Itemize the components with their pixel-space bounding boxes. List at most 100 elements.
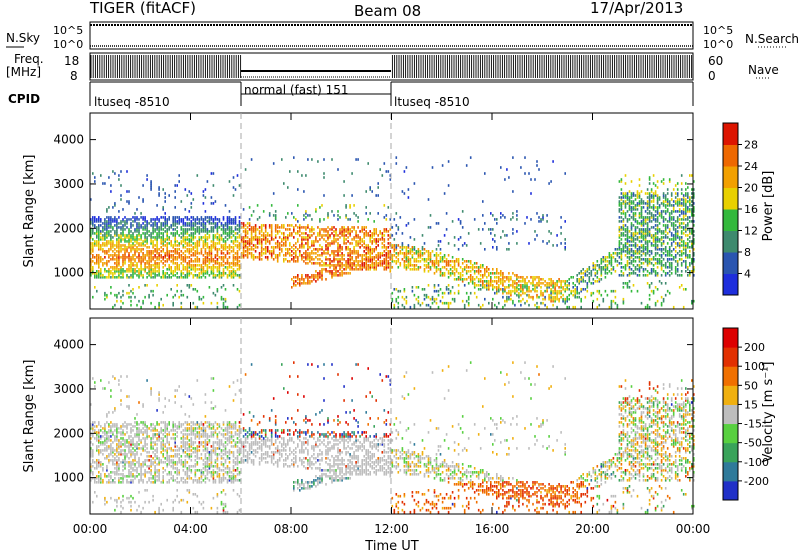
power-echo-cell xyxy=(644,242,647,245)
velocity-echo-cell xyxy=(98,441,100,444)
power-echo-cell xyxy=(144,254,146,257)
power-echo-cell xyxy=(148,293,150,297)
power-echo-cell xyxy=(642,262,645,265)
power-echo-cell xyxy=(664,198,667,201)
power-echo-cell xyxy=(327,246,329,249)
power-echo-cell xyxy=(447,262,450,265)
power-echo-cell xyxy=(244,224,247,227)
power-echo-cell xyxy=(514,288,516,291)
power-echo-cell xyxy=(220,252,223,255)
power-echo-cell xyxy=(254,256,257,259)
power-echo-cell xyxy=(309,252,311,255)
power-echo-cell xyxy=(666,210,669,213)
power-echo-cell xyxy=(218,238,221,241)
power-echo-cell xyxy=(668,204,671,207)
power-echo-cell xyxy=(441,291,444,295)
power-echo-cell xyxy=(678,238,681,241)
power-echo-cell xyxy=(339,258,341,261)
power-echo-cell xyxy=(624,282,627,285)
power-echo-cell xyxy=(180,262,183,265)
power-echo-cell xyxy=(289,254,291,257)
power-echo-cell xyxy=(682,288,685,291)
power-echo-cell xyxy=(357,260,359,263)
power-echo-cell xyxy=(568,297,570,301)
power-echo-cell xyxy=(520,303,522,307)
power-echo-cell xyxy=(98,266,100,269)
power-echo-cell xyxy=(668,258,671,261)
velocity-echo-cell xyxy=(92,423,94,426)
power-echo-cell xyxy=(140,305,142,309)
power-echo-cell xyxy=(389,244,392,247)
power-echo-cell xyxy=(676,202,679,205)
power-echo-cell xyxy=(351,242,353,245)
power-echo-cell xyxy=(138,226,140,229)
power-echo-cell xyxy=(305,174,307,177)
power-echo-cell xyxy=(397,289,400,293)
power-echo-cell xyxy=(148,234,150,237)
power-echo-cell xyxy=(662,182,665,185)
power-echo-cell xyxy=(664,282,667,285)
power-echo-cell xyxy=(192,246,195,249)
power-echo-cell xyxy=(178,256,180,259)
power-echo-cell xyxy=(363,240,365,243)
power-echo-cell xyxy=(407,246,410,249)
power-echo-cell xyxy=(307,274,309,277)
power-echo-cell xyxy=(443,301,446,305)
power-echo-cell xyxy=(96,244,98,247)
power-echo-cell xyxy=(200,222,203,225)
power-echo-cell xyxy=(297,226,299,229)
power-echo-cell xyxy=(232,260,235,263)
power-echo-cell xyxy=(281,224,283,227)
power-echo-cell xyxy=(626,248,629,251)
power-echo-cell xyxy=(524,282,526,285)
power-echo-cell xyxy=(313,232,315,235)
power-echo-cell xyxy=(492,297,494,301)
power-echo-cell xyxy=(266,238,269,241)
power-echo-cell xyxy=(662,202,665,205)
power-echo-cell xyxy=(689,236,691,239)
power-echo-cell xyxy=(361,262,363,265)
power-echo-cell xyxy=(375,262,377,265)
power-echo-cell xyxy=(512,216,514,219)
power-echo-cell xyxy=(634,226,637,229)
power-echo-cell xyxy=(391,297,394,301)
power-echo-cell xyxy=(662,258,665,261)
power-echo-cell xyxy=(656,288,659,291)
power-echo-cell xyxy=(174,293,176,297)
power-echo-cell xyxy=(270,230,273,233)
power-echo-cell xyxy=(568,282,570,285)
power-echo-cell xyxy=(506,299,508,303)
power-echo-cell xyxy=(182,240,185,243)
power-echo-cell xyxy=(664,272,667,275)
power-echo-cell xyxy=(504,289,506,293)
power-echo-cell xyxy=(658,212,661,215)
power-echo-cell xyxy=(96,256,98,259)
power-echo-cell xyxy=(222,260,225,263)
power-echo-cell xyxy=(156,248,158,251)
power-echo-cell xyxy=(353,212,355,215)
power-echo-cell xyxy=(172,232,174,235)
power-echo-cell xyxy=(648,206,651,209)
power-echo-cell xyxy=(656,232,659,235)
power-echo-cell xyxy=(321,276,323,279)
power-echo-cell xyxy=(664,210,667,213)
power-echo-cell xyxy=(186,262,189,265)
power-echo-cell xyxy=(622,192,625,195)
power-echo-cell xyxy=(403,266,406,269)
power-echo-cell xyxy=(685,242,687,245)
power-echo-cell xyxy=(405,266,408,269)
power-echo-cell xyxy=(373,228,375,231)
power-echo-cell xyxy=(122,264,124,267)
power-echo-cell xyxy=(389,268,392,271)
power-echo-cell xyxy=(339,230,341,233)
power-echo-cell xyxy=(152,289,154,293)
power-echo-cell xyxy=(240,240,243,243)
power-echo-cell xyxy=(670,238,673,241)
power-echo-cell xyxy=(260,238,263,241)
power-echo-cell xyxy=(228,272,231,275)
power-echo-cell xyxy=(104,220,106,223)
power-echo-cell xyxy=(685,188,687,191)
power-echo-cell xyxy=(210,256,213,259)
power-echo-cell xyxy=(325,244,327,247)
power-echo-cell xyxy=(664,206,667,209)
